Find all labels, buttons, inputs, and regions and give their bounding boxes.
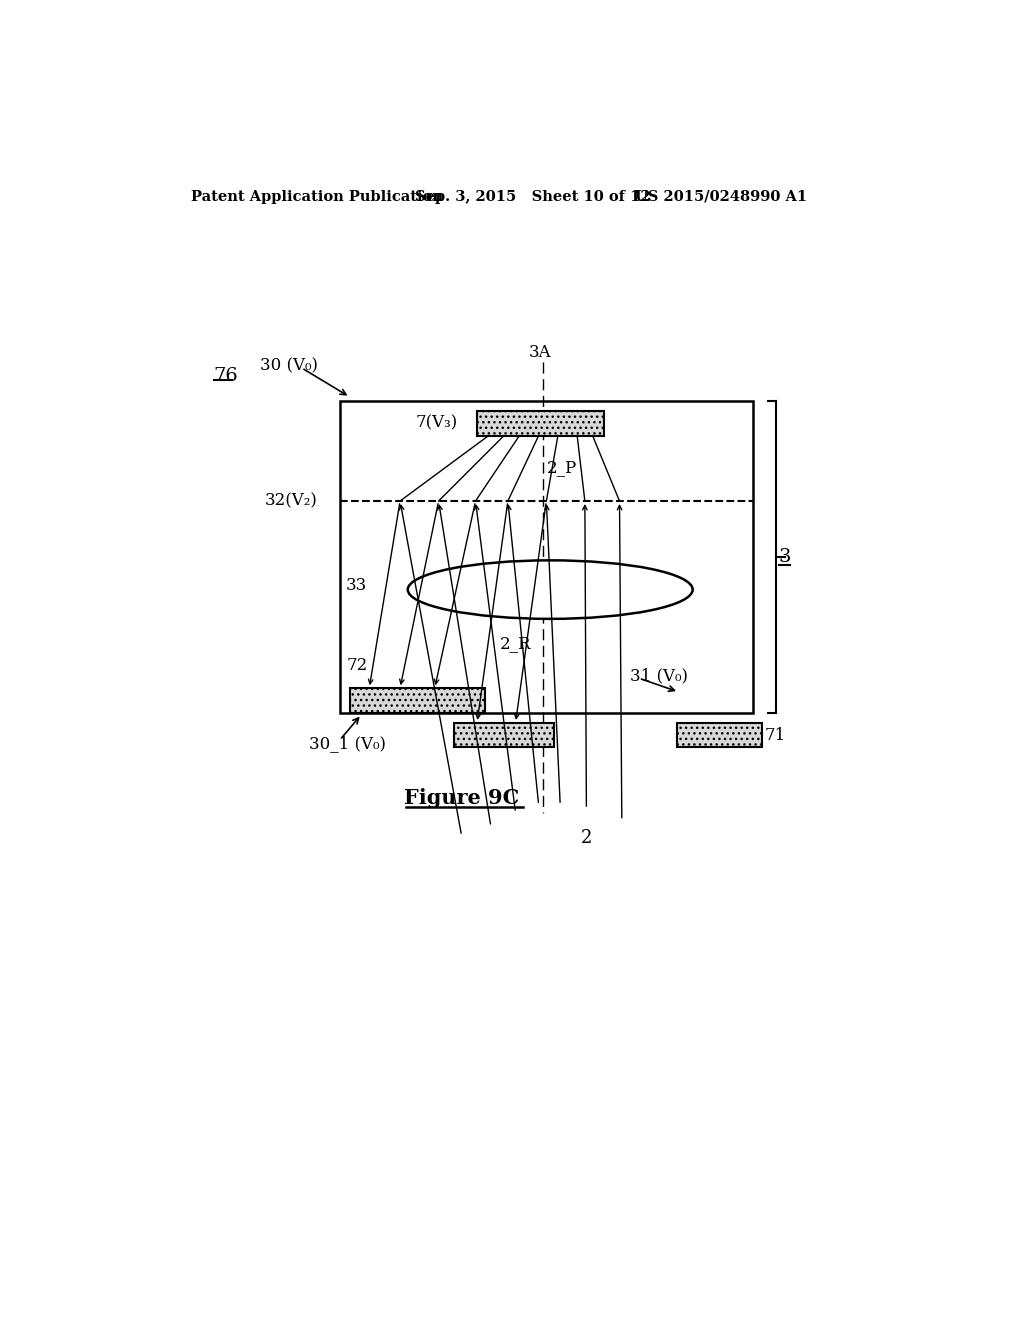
Bar	[340, 401, 753, 713]
Text: US 2015/0248990 A1: US 2015/0248990 A1	[635, 190, 807, 203]
Text: Figure 9C: Figure 9C	[404, 788, 519, 808]
Text: 3A: 3A	[528, 345, 551, 360]
Text: 2_P: 2_P	[547, 458, 577, 475]
Text: 71: 71	[765, 726, 786, 743]
Text: 30_1 (V₀): 30_1 (V₀)	[309, 735, 386, 752]
Bar	[454, 723, 554, 747]
Text: 2: 2	[581, 829, 593, 846]
Text: 2_R: 2_R	[500, 635, 531, 652]
Text: 3: 3	[779, 548, 792, 566]
Text: 31 (V₀): 31 (V₀)	[630, 668, 687, 684]
Bar	[677, 723, 762, 747]
Bar	[350, 688, 484, 713]
Text: 7(V₃): 7(V₃)	[416, 414, 458, 432]
Text: Patent Application Publication: Patent Application Publication	[190, 190, 442, 203]
Text: 30 (V₀): 30 (V₀)	[260, 358, 317, 375]
Ellipse shape	[408, 561, 692, 619]
Text: 72: 72	[346, 657, 368, 675]
Text: 32(V₂): 32(V₂)	[264, 492, 317, 510]
Text: 76: 76	[214, 367, 239, 384]
Text: 33: 33	[346, 577, 368, 594]
Bar	[477, 411, 604, 436]
Text: Sep. 3, 2015   Sheet 10 of 12: Sep. 3, 2015 Sheet 10 of 12	[416, 190, 651, 203]
